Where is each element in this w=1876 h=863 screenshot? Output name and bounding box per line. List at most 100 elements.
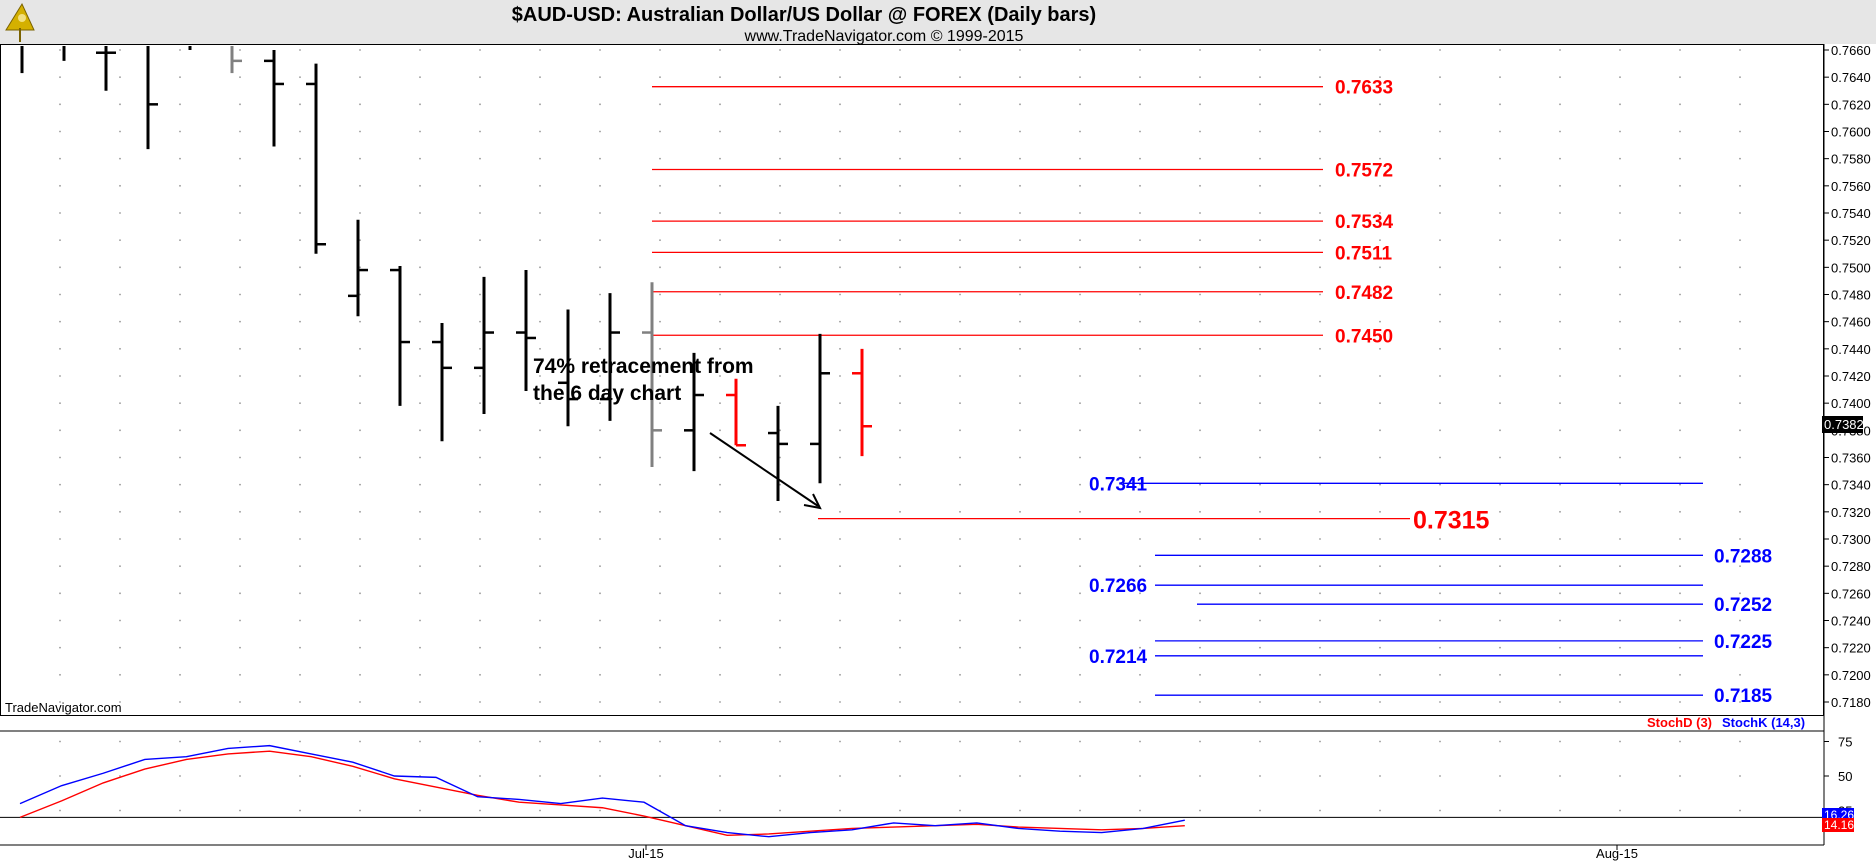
grid-dot	[1199, 619, 1201, 622]
grid-dot	[1319, 375, 1321, 377]
grid-dot	[1679, 184, 1681, 187]
grid-dot	[479, 592, 481, 595]
grid-dot	[1319, 673, 1321, 676]
grid-dot	[899, 266, 901, 269]
grid-dot	[1319, 429, 1321, 432]
grid-dot	[1439, 646, 1441, 649]
y-tick-label: 0.7320	[1831, 505, 1871, 520]
grid-dot	[1739, 293, 1741, 296]
grid-dot	[479, 538, 481, 540]
grid-dot	[1139, 565, 1141, 568]
grid-dot	[839, 646, 841, 649]
grid-dot	[1019, 184, 1021, 187]
grid-dot	[599, 239, 601, 242]
y-tick-label: 0.7340	[1831, 478, 1871, 493]
grid-dot	[839, 266, 841, 269]
target-label: 0.7315	[1413, 507, 1490, 535]
y-tick-label: 0.7500	[1831, 260, 1871, 275]
grid-dot	[1379, 184, 1381, 187]
annotation-arrow-shaft	[709, 432, 819, 507]
grid-dot	[959, 592, 961, 595]
grid-dot	[479, 510, 481, 513]
grid-dot	[1139, 157, 1141, 160]
grid-dot	[1019, 130, 1021, 133]
grid-dot	[239, 184, 241, 187]
grid-dot	[1439, 103, 1441, 106]
grid-dot	[599, 375, 601, 377]
stoch-grid-dot	[299, 775, 301, 777]
stoch-grid-dot	[719, 775, 721, 777]
grid-dot	[179, 49, 181, 51]
grid-dot	[1259, 673, 1261, 676]
y-tick-label: 0.7560	[1831, 179, 1871, 194]
stoch-grid-dot	[1079, 775, 1081, 777]
grid-dot	[119, 130, 121, 133]
grid-dot	[1019, 49, 1021, 51]
price-bars	[20, 46, 872, 501]
grid-dot	[1679, 646, 1681, 649]
grid-dot	[539, 483, 541, 486]
grid-dot	[719, 239, 721, 242]
grid-dot	[659, 212, 661, 214]
grid-dot	[779, 293, 781, 296]
grid-dot	[179, 456, 181, 459]
grid-dot	[1559, 239, 1561, 242]
grid-dot	[839, 429, 841, 432]
grid-dot	[179, 701, 181, 703]
grid-dot	[1619, 646, 1621, 649]
grid-dot	[1079, 130, 1081, 133]
stoch-grid-dot	[1139, 740, 1141, 743]
grid-dot	[359, 76, 361, 79]
grid-dot	[719, 184, 721, 187]
grid-dot	[959, 130, 961, 133]
grid-dot	[959, 293, 961, 296]
grid-dot	[1559, 483, 1561, 486]
grid-dot	[959, 701, 961, 703]
grid-dot	[1439, 375, 1441, 377]
grid-dot	[1379, 538, 1381, 540]
grid-dot	[959, 565, 961, 568]
grid-dot	[239, 239, 241, 242]
grid-dot	[959, 76, 961, 79]
grid-dot	[959, 212, 961, 214]
stoch-grid-dot	[419, 740, 421, 743]
grid-dot	[1259, 456, 1261, 459]
resistance-label: 0.7511	[1335, 243, 1392, 264]
grid-dot	[839, 103, 841, 106]
grid-dot	[1439, 130, 1441, 133]
grid-dot	[299, 483, 301, 486]
grid-dot	[1619, 375, 1621, 377]
stoch-grid-dot	[1679, 809, 1681, 812]
grid-dot	[899, 510, 901, 513]
grid-dot	[479, 483, 481, 486]
grid-dot	[239, 103, 241, 106]
grid-dot	[1199, 293, 1201, 296]
grid-dot	[239, 565, 241, 568]
grid-dot	[179, 402, 181, 405]
grid-dot	[1199, 565, 1201, 568]
grid-dot	[599, 347, 601, 350]
grid-dot	[1619, 402, 1621, 405]
grid-dot	[1559, 673, 1561, 676]
grid-dot	[1379, 239, 1381, 242]
y-tick-label: 0.7180	[1831, 695, 1871, 710]
stoch-d-line	[19, 750, 1185, 837]
grid-dot	[1379, 456, 1381, 459]
grid-dot	[1079, 293, 1081, 296]
grid-dot	[1679, 320, 1681, 323]
grid-dot	[1379, 266, 1381, 269]
grid-dot	[479, 375, 481, 377]
grid-dot	[719, 49, 721, 51]
grid-dot	[599, 266, 601, 269]
stoch-grid-dot	[599, 775, 601, 777]
stoch-grid-dot	[779, 775, 781, 777]
grid-dot	[1259, 375, 1261, 377]
grid-dot	[1259, 184, 1261, 187]
grid-dot	[299, 184, 301, 187]
grid-dot	[1679, 619, 1681, 622]
grid-dot	[179, 538, 181, 540]
grid-dot	[1199, 157, 1201, 160]
stoch-grid-dot	[1679, 740, 1681, 743]
grid-dot	[1739, 619, 1741, 622]
